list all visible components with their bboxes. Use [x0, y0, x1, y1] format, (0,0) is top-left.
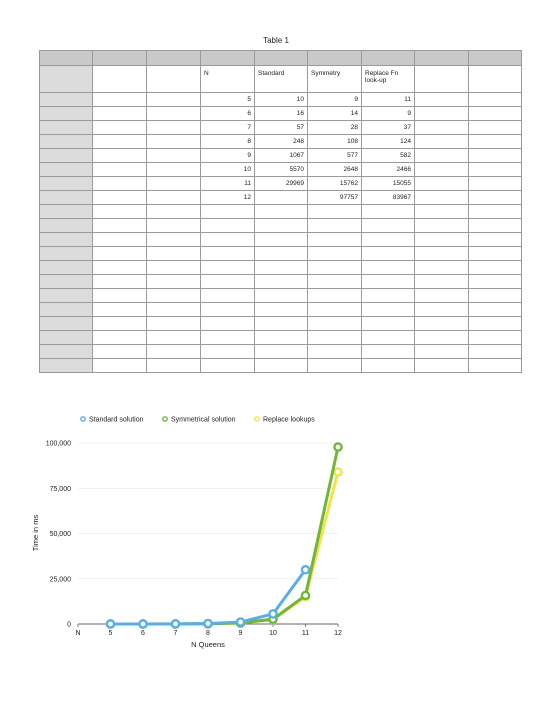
data-point — [235, 617, 246, 627]
x-tick-label: 7 — [174, 630, 178, 637]
table-title: Table 1 — [263, 36, 289, 45]
table-row: 5 10 9 11 — [39, 92, 522, 107]
x-axis-label: N Queens — [191, 640, 225, 649]
legend-label: Symmetrical solution — [171, 417, 236, 424]
column-header-cell[interactable] — [468, 50, 522, 66]
data-point — [300, 590, 311, 601]
data-point — [203, 618, 213, 629]
y-axis-label: Time in ms — [31, 515, 40, 552]
header-cell[interactable] — [39, 65, 93, 93]
table-row — [39, 204, 522, 219]
x-tick-label: 8 — [206, 630, 210, 637]
column-header-cell[interactable] — [146, 50, 201, 66]
row-header-cell[interactable] — [39, 358, 93, 373]
legend-marker — [80, 416, 86, 422]
legend-label: Replace lookups — [263, 417, 315, 424]
table-row — [39, 218, 522, 233]
row-header-cell[interactable] — [39, 162, 93, 177]
table-row — [39, 274, 522, 289]
x-tick-label: 9 — [239, 630, 243, 637]
column-header-cell[interactable] — [39, 50, 93, 66]
x-tick-label: 12 — [334, 630, 342, 637]
y-tick-label: 100,000 — [46, 441, 71, 448]
table-row: 9 1067 577 582 — [39, 148, 522, 163]
column-header-bar — [39, 50, 522, 66]
x-tick-label: 6 — [141, 630, 145, 637]
table-row — [39, 358, 522, 373]
row-header-cell[interactable] — [39, 92, 93, 107]
header-cell[interactable] — [146, 65, 201, 93]
y-tick-label: 50,000 — [50, 531, 72, 538]
y-tick-label: 75,000 — [50, 486, 72, 493]
row-header-cell[interactable] — [39, 218, 93, 233]
y-tick-label: 0 — [67, 622, 71, 629]
header-cell[interactable] — [414, 65, 469, 93]
x-tick-label: 11 — [302, 630, 309, 637]
header-cell[interactable] — [468, 65, 522, 93]
column-header-cell[interactable] — [414, 50, 469, 66]
table-row — [39, 330, 522, 345]
data-point — [333, 442, 343, 452]
x-tick-label: N — [75, 630, 80, 637]
column-header-cell[interactable] — [92, 50, 147, 66]
legend-marker — [162, 416, 168, 422]
x-tick-label: 5 — [109, 630, 113, 637]
legend-marker — [254, 416, 260, 422]
data-point — [170, 619, 181, 629]
x-tick-label: 10 — [269, 630, 277, 637]
header-cell[interactable]: Standard — [254, 65, 308, 93]
legend-label: Standard solution — [89, 417, 144, 424]
y-tick-label: 25,000 — [50, 576, 72, 583]
data-table: N Standard Symmetry Replace Fn look-up 5 10 9 1… — [39, 50, 522, 373]
row-header-cell[interactable] — [39, 274, 93, 289]
data-point — [105, 619, 116, 629]
row-header-cell[interactable] — [39, 134, 93, 149]
table-cell[interactable] — [468, 358, 522, 373]
table-row — [39, 232, 522, 247]
data-point — [300, 564, 311, 575]
row-header-cell[interactable] — [39, 204, 93, 219]
table-row — [39, 288, 522, 303]
table-row — [39, 246, 522, 261]
data-point — [333, 467, 343, 477]
table-row: 10 5570 2648 2466 — [39, 162, 522, 177]
row-header-cell[interactable] — [39, 148, 93, 163]
row-header-cell[interactable] — [39, 344, 93, 359]
data-point — [268, 609, 278, 619]
data-point — [138, 619, 148, 629]
